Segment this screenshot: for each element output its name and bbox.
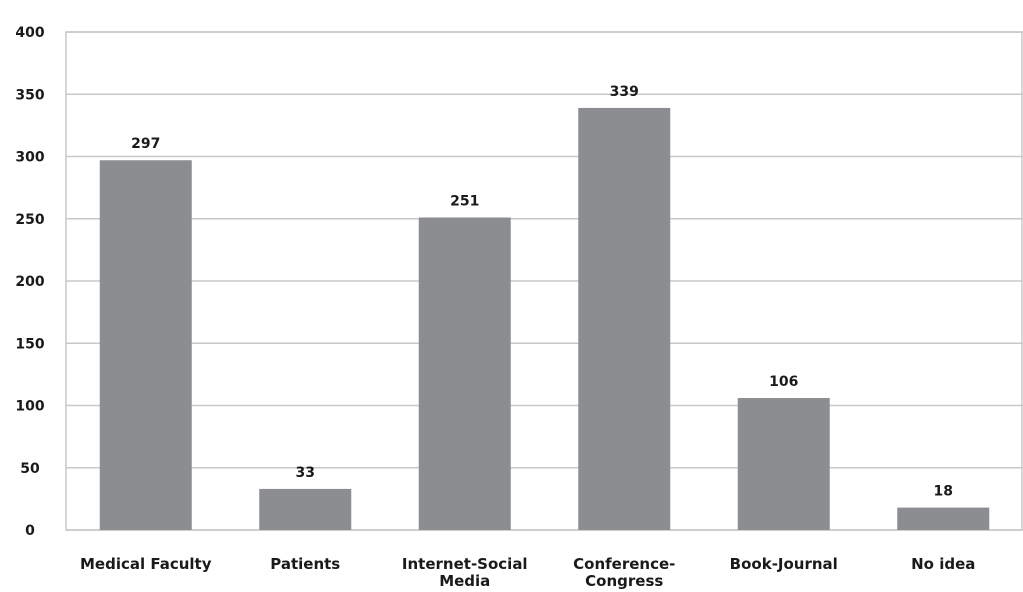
data-label-5: 18 [934,484,953,500]
bar-1 [259,488,352,530]
category-label-3-1: Congress [585,572,663,590]
y-tick-label-150: 150 [15,336,44,352]
bars [99,107,990,531]
y-tick-label-350: 350 [15,87,44,103]
data-label-3: 339 [610,84,639,100]
data-label-2: 251 [450,194,479,210]
bar-2 [418,217,511,530]
y-tick-label-100: 100 [15,399,44,415]
gridlines [65,31,1023,531]
data-label-0: 297 [131,136,160,152]
y-tick-label-300: 300 [15,150,44,166]
y-tick-label-50: 50 [20,461,40,477]
bar-5 [897,507,990,530]
category-label-4-0: Book-Journal [730,555,838,573]
category-label-0-0: Medical Faculty [80,555,212,573]
y-tick-label-250: 250 [15,212,44,228]
category-label-2-1: Media [439,572,490,590]
bar-0 [99,160,192,531]
data-labels: 297 33 251 339 106 18 [131,84,953,500]
bar-3 [578,107,671,530]
y-tick-label-200: 200 [15,274,44,290]
x-axis-categories: Medical Faculty Patients Internet-SocialMe… [80,555,975,590]
category-label-2-0: Internet-Social [402,555,528,573]
category-label-5-0: No idea [911,555,975,573]
y-tick-label-0: 0 [25,523,35,539]
data-label-1: 33 [296,465,315,481]
y-tick-label-400: 400 [15,25,44,41]
data-label-4: 106 [769,374,798,390]
category-label-3-0: Conference- [573,555,675,573]
bar-4 [737,398,830,530]
category-label-1-0: Patients [270,555,340,573]
y-axis-ticks: 0 50 100 150 200 250 300 350 400 [15,25,44,539]
